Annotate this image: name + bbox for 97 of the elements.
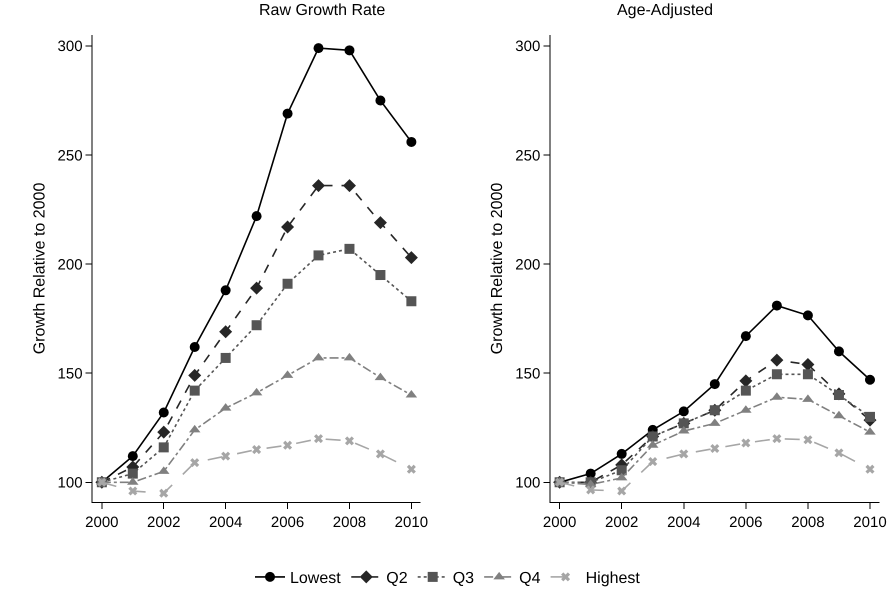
y-tick-label: 100	[58, 474, 83, 492]
legend-label: Q4	[519, 570, 541, 588]
point	[741, 438, 750, 448]
legend-label: Q2	[386, 570, 408, 588]
y-tick-label: 300	[58, 38, 83, 56]
point	[865, 464, 875, 474]
point	[344, 45, 354, 56]
point	[157, 426, 170, 439]
point	[864, 374, 875, 385]
x-tick-label: 2008	[332, 514, 366, 531]
x-tick-label: 2002	[147, 514, 180, 531]
point	[616, 448, 627, 459]
point	[739, 374, 752, 388]
y-tick-label: 200	[58, 256, 83, 274]
point	[834, 346, 844, 356]
point	[740, 386, 751, 396]
point	[404, 251, 418, 264]
point	[770, 354, 784, 367]
point	[281, 220, 294, 234]
point	[772, 300, 782, 311]
y-axis-title: Growth Relative to 2000	[31, 182, 48, 354]
point	[586, 485, 596, 494]
point	[375, 95, 386, 106]
point	[282, 278, 293, 289]
point	[128, 468, 138, 479]
point	[834, 390, 844, 400]
point	[220, 285, 231, 296]
legend-label: Q3	[452, 570, 474, 588]
y-tick-label: 150	[58, 365, 83, 382]
y-tick-label: 300	[515, 38, 540, 56]
point	[250, 282, 264, 295]
point	[802, 369, 813, 380]
y-tick-label: 150	[515, 365, 540, 382]
y-tick-label: 200	[515, 256, 540, 274]
x-tick-label: 2004	[667, 514, 700, 531]
point	[375, 270, 386, 280]
y-axis-title: Growth Relative to 2000	[489, 182, 506, 354]
legend-label: Lowest	[290, 570, 342, 588]
point	[710, 379, 720, 390]
x-tick-label: 2000	[85, 514, 119, 531]
point	[283, 440, 292, 450]
point	[159, 488, 168, 498]
point	[282, 108, 293, 119]
point	[374, 216, 387, 230]
point	[864, 412, 875, 422]
point	[128, 486, 138, 496]
x-tick-label: 2004	[208, 514, 242, 531]
point	[648, 457, 658, 466]
y-tick-label: 100	[515, 474, 540, 492]
point	[190, 458, 200, 468]
point	[617, 486, 626, 496]
point	[312, 179, 326, 192]
point	[314, 43, 324, 54]
point	[772, 434, 782, 444]
point	[801, 358, 814, 371]
point	[252, 320, 262, 330]
point	[679, 449, 688, 458]
point	[678, 406, 689, 416]
point	[252, 445, 262, 454]
point	[314, 250, 324, 260]
point	[188, 368, 202, 382]
point	[406, 136, 416, 147]
x-tick-label: 2010	[394, 514, 428, 531]
point	[406, 296, 416, 306]
point	[802, 310, 813, 320]
point	[710, 444, 720, 453]
point	[406, 464, 416, 474]
point	[158, 407, 169, 418]
x-tick-label: 2010	[853, 514, 887, 531]
point	[344, 436, 354, 446]
point	[803, 435, 812, 444]
point	[344, 244, 354, 254]
point	[314, 434, 324, 444]
x-tick-label: 2006	[270, 514, 304, 531]
x-tick-label: 2008	[791, 514, 825, 531]
chart-title: Raw Growth Rate	[259, 2, 386, 19]
x-tick-label: 2006	[729, 514, 763, 531]
point	[342, 179, 356, 192]
point	[128, 451, 138, 462]
point	[740, 331, 751, 342]
point	[376, 449, 385, 458]
point	[772, 369, 782, 380]
y-tick-label: 250	[515, 147, 540, 164]
point	[252, 211, 262, 222]
legend-label: Highest	[586, 570, 640, 588]
point	[190, 386, 200, 396]
point	[834, 448, 844, 458]
point	[219, 325, 232, 338]
point	[616, 465, 627, 476]
y-tick-label: 250	[58, 147, 83, 164]
x-tick-label: 2000	[542, 514, 576, 531]
point	[158, 442, 169, 452]
chart-title: Age-Adjusted	[617, 2, 714, 19]
point	[220, 352, 231, 363]
x-tick-label: 2002	[605, 514, 638, 531]
point	[221, 452, 230, 461]
point	[190, 342, 200, 352]
